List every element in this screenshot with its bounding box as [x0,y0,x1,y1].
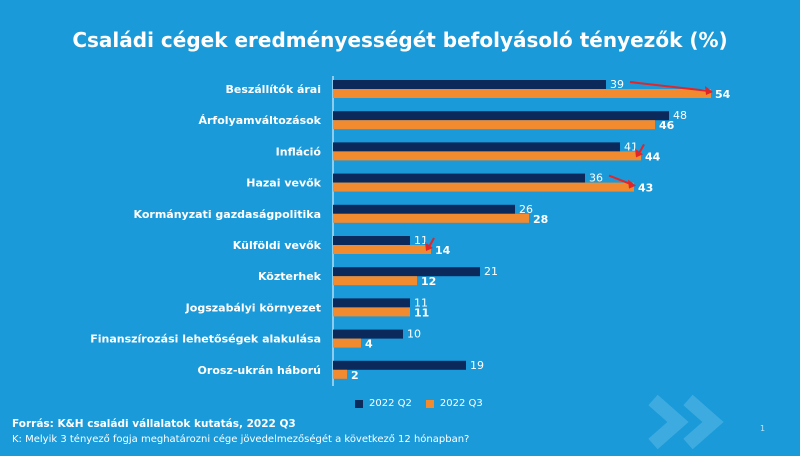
bar-q3 [333,307,410,317]
data-label-q3: 44 [645,150,661,163]
bar-q2 [333,329,403,339]
increase-arrow-head [628,179,636,189]
category-label: Közterhek [258,270,322,283]
increase-arrow [638,143,645,154]
increase-arrow [608,174,633,186]
data-label-q2: 36 [589,172,603,185]
source-note: Forrás: K&H családi vállalatok kutatás, … [12,418,296,430]
legend-swatch-q3 [425,399,434,408]
bar-q3 [333,120,655,130]
bar-q3 [333,89,711,98]
increase-arrow-head [705,86,713,95]
bar-q3 [333,151,641,161]
category-label: Hazai vevők [246,177,321,190]
bar-q2 [333,204,515,214]
data-label-q2: 19 [470,359,484,372]
legend-item-q2: 2022 Q2 [355,398,412,409]
data-label-q2: 39 [610,78,624,91]
category-label: Orosz-ukrán háború [198,364,321,377]
bar-q2 [333,298,410,308]
category-label: Kormányzati gazdaságpolitika [134,208,321,221]
data-label-q3: 4 [365,338,373,351]
legend-swatch-q2 [355,399,363,408]
bar-q3 [333,182,634,192]
data-label-q3: 12 [421,275,436,288]
data-label-q2: 41 [624,140,638,153]
bar-q2 [333,142,620,152]
data-label-q3: 46 [659,119,675,132]
increase-arrow [629,81,710,92]
category-label: Jogszabályi környezet [185,301,321,314]
bar-q2 [333,236,410,245]
data-label-q2: 10 [407,328,421,341]
increase-arrow-head [425,242,433,251]
data-label-q3: 43 [638,182,653,195]
category-label: Külföldi vevők [233,239,322,252]
data-label-q3: 2 [351,369,359,382]
legend-label-q3: 2022 Q3 [439,398,483,409]
data-label-q3: 28 [533,213,548,226]
category-label: Finanszírozási lehetőségek alakulása [90,333,321,346]
page-number: 1 [760,424,766,433]
category-label: Beszállítók árai [225,83,321,96]
category-label: Infláció [276,145,322,158]
bar-q2 [333,111,669,121]
data-label-q2: 48 [673,109,687,122]
bar-q3 [333,213,529,223]
bar-q2 [333,80,606,89]
bar-q3 [333,369,347,379]
bar-chart: Beszállítók árai 39 54 Árfolyamváltozások 48… [90,76,731,386]
bar-q2 [333,173,585,183]
data-label-q3: 54 [715,88,731,101]
legend-label-q2: 2022 Q2 [369,398,412,409]
chart-legend: 2022 Q2 2022 Q3 [355,398,483,409]
legend-item-q3: 2022 Q3 [425,398,483,409]
increase-arrow-head [635,148,643,158]
bar-q3 [333,338,361,348]
survey-question: K: Melyik 3 tényező fogja meghatározni c… [12,434,470,445]
data-label-q2: 11 [414,234,428,247]
increase-arrow [428,237,435,248]
category-label: Árfolyamváltozások [198,114,321,127]
data-label-q3: 14 [435,244,451,257]
bar-q3 [333,276,417,286]
data-label-q3: 11 [414,306,429,319]
bar-q2 [333,267,480,277]
data-label-q2: 11 [414,296,428,309]
data-label-q2: 21 [484,265,498,278]
bar-q3 [333,245,431,254]
chevron-decoration-icon [648,392,758,456]
data-label-q2: 26 [519,203,533,216]
chart-title: Családi cégek eredményességét befolyásol… [72,28,728,52]
bar-q2 [333,360,466,370]
